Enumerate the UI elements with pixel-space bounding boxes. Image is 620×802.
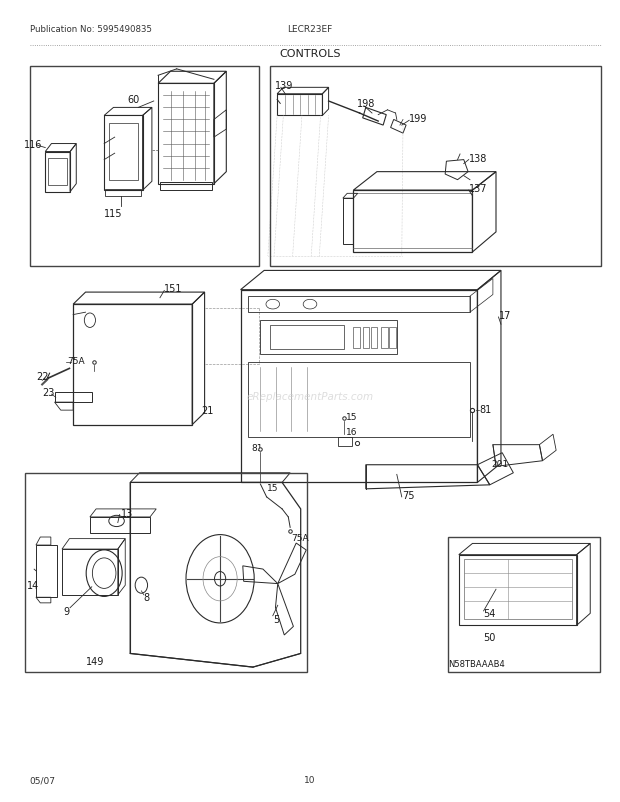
Text: 75: 75 — [402, 491, 414, 500]
Bar — [25, 473, 307, 672]
Text: 16: 16 — [346, 427, 358, 436]
Text: 81: 81 — [251, 443, 263, 452]
Text: 8: 8 — [144, 593, 150, 602]
Text: 60: 60 — [127, 95, 140, 105]
Text: 199: 199 — [409, 114, 428, 124]
Text: 50: 50 — [484, 633, 496, 642]
Text: 151: 151 — [164, 284, 183, 294]
Text: 54: 54 — [484, 609, 496, 618]
Text: 10: 10 — [304, 775, 316, 784]
Text: 75A: 75A — [291, 533, 309, 542]
Text: 21: 21 — [202, 406, 214, 415]
Text: 05/07: 05/07 — [30, 775, 56, 784]
Text: 9: 9 — [64, 606, 70, 616]
Text: 13: 13 — [121, 508, 133, 518]
Text: N58TBAAAB4: N58TBAAAB4 — [448, 659, 505, 669]
Text: 15: 15 — [267, 483, 278, 492]
Text: 201: 201 — [492, 459, 509, 468]
Text: LECR23EF: LECR23EF — [288, 25, 332, 34]
Bar — [30, 67, 259, 266]
Text: 23: 23 — [42, 388, 55, 398]
Bar — [448, 537, 600, 672]
Text: 198: 198 — [356, 99, 375, 109]
Text: 149: 149 — [86, 657, 104, 666]
Text: 15: 15 — [346, 412, 358, 422]
Text: 14: 14 — [27, 581, 39, 590]
Text: 115: 115 — [104, 209, 123, 218]
Text: 17: 17 — [499, 310, 511, 320]
Text: 81: 81 — [479, 404, 492, 414]
Text: 5: 5 — [273, 614, 279, 624]
Text: 139: 139 — [275, 81, 293, 91]
Text: Publication No: 5995490835: Publication No: 5995490835 — [30, 25, 152, 34]
Text: CONTROLS: CONTROLS — [279, 49, 341, 59]
Text: 116: 116 — [24, 140, 42, 149]
Text: 138: 138 — [469, 154, 487, 164]
Text: 22: 22 — [36, 372, 48, 382]
Text: eReplacementParts.com: eReplacementParts.com — [246, 392, 374, 402]
Text: 137: 137 — [469, 184, 487, 193]
Bar — [270, 67, 601, 266]
Text: 75A: 75A — [67, 356, 84, 366]
